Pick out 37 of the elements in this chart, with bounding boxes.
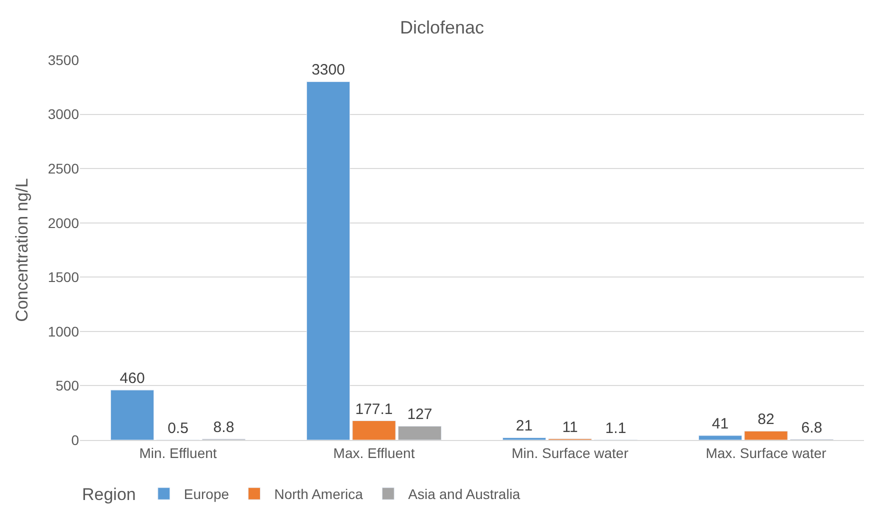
data-label: 127 [407, 406, 432, 424]
bar [398, 426, 442, 440]
data-label: 41 [712, 416, 729, 433]
x-tick-label: Max. Effluent [333, 444, 415, 461]
y-tick-label: 1000 [48, 323, 80, 340]
y-axis-title: Concentration ng/L [12, 178, 32, 322]
y-tick-label: 2500 [48, 160, 80, 176]
data-label: 6.8 [801, 419, 822, 436]
chart-title: Diclofenac [400, 18, 484, 38]
x-tick-label: Min. Surface water [512, 444, 629, 461]
bar [110, 390, 154, 440]
data-label: 11 [562, 418, 578, 436]
legend-label: North America [274, 486, 364, 502]
data-label: 21 [516, 418, 533, 435]
legend-label: Asia and Australia [408, 486, 520, 502]
legend-label: Europe [184, 486, 230, 502]
y-tick-label: 2000 [48, 214, 80, 231]
data-label: 8.8 [213, 419, 234, 436]
legend-title: Region [82, 485, 136, 504]
x-tick-label: Min. Effluent [139, 444, 217, 461]
y-tick-label: 500 [56, 378, 80, 394]
bar [698, 435, 742, 440]
bar [306, 81, 350, 440]
bar [352, 420, 396, 440]
y-tick-label: 3500 [48, 52, 80, 68]
data-label: 460 [120, 370, 145, 388]
bar [744, 430, 788, 440]
data-label: 3300 [312, 62, 345, 79]
x-tick-label: Max. Surface water [706, 444, 827, 461]
y-tick-label: 3000 [48, 106, 80, 122]
data-label: 1.1 [605, 420, 626, 437]
data-label: 0.5 [168, 420, 188, 437]
y-tick-label: 1500 [48, 269, 80, 286]
data-label: 82 [758, 411, 774, 428]
data-label: 177.1 [355, 400, 393, 418]
bar [502, 437, 546, 440]
y-tick-label: 0 [71, 432, 80, 448]
